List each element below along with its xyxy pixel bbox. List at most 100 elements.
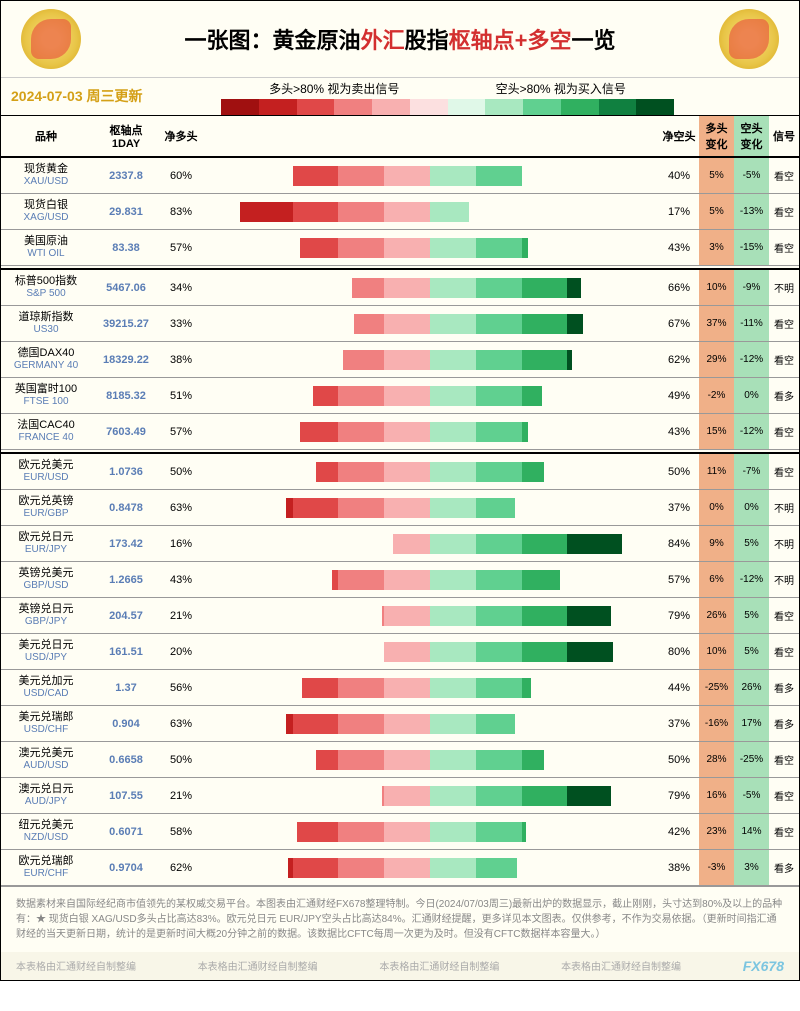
row-short: 80% — [659, 646, 699, 658]
row-long: 43% — [161, 574, 201, 586]
column-headers: 品种 枢轴点 1DAY 净多头 净空头 多头变化 空头变化 信号 — [1, 116, 799, 158]
row-bar-chart — [201, 202, 659, 222]
row-bar-chart — [201, 422, 659, 442]
row-shortchg: 5% — [734, 598, 769, 633]
row-name: 澳元兑日元AUD/JPY — [1, 783, 91, 808]
footer-bottom: 本表格由汇通财经自制整编 本表格由汇通财经自制整编 本表格由汇通财经自制整编 本… — [1, 952, 799, 980]
row-short: 37% — [659, 718, 699, 730]
col-signal: 信号 — [769, 124, 799, 148]
table-row: 德国DAX40GERMANY 4018329.2238%62%29%-12%看空 — [1, 342, 799, 378]
row-pivot: 0.6071 — [91, 826, 161, 838]
row-longchg: 23% — [699, 814, 734, 849]
row-signal: 看多 — [769, 680, 799, 695]
table-row: 现货黄金XAU/USD2337.860%40%5%-5%看空 — [1, 158, 799, 194]
row-short: 40% — [659, 170, 699, 182]
row-long: 21% — [161, 610, 201, 622]
row-long: 34% — [161, 282, 201, 294]
row-short: 67% — [659, 318, 699, 330]
row-name: 英镑兑美元GBP/USD — [1, 567, 91, 592]
row-name: 现货黄金XAU/USD — [1, 163, 91, 188]
row-bar-chart — [201, 314, 659, 334]
row-bar-chart — [201, 278, 659, 298]
row-signal: 看多 — [769, 716, 799, 731]
row-short: 44% — [659, 682, 699, 694]
row-long: 50% — [161, 466, 201, 478]
row-longchg: 5% — [699, 194, 734, 229]
row-shortchg: 17% — [734, 706, 769, 741]
row-name: 道琼斯指数US30 — [1, 311, 91, 336]
row-long: 62% — [161, 862, 201, 874]
row-short: 43% — [659, 426, 699, 438]
sub-header: 2024-07-03 周三更新 多头>80% 视为卖出信号 空头>80% 视为买… — [1, 78, 799, 116]
row-long: 57% — [161, 426, 201, 438]
row-pivot: 8185.32 — [91, 390, 161, 402]
row-long: 21% — [161, 790, 201, 802]
table-row: 欧元兑美元EUR/USD1.073650%50%11%-7%看空 — [1, 454, 799, 490]
row-shortchg: 26% — [734, 670, 769, 705]
row-pivot: 0.904 — [91, 718, 161, 730]
row-name: 美元兑瑞郎USD/CHF — [1, 711, 91, 736]
col-shortchg: 空头变化 — [734, 116, 769, 156]
row-bar-chart — [201, 678, 659, 698]
row-long: 57% — [161, 242, 201, 254]
fx-brand: FX678 — [743, 958, 784, 974]
row-name: 澳元兑美元AUD/USD — [1, 747, 91, 772]
row-pivot: 107.55 — [91, 790, 161, 802]
row-name: 德国DAX40GERMANY 40 — [1, 347, 91, 372]
row-signal: 看空 — [769, 316, 799, 331]
row-longchg: 15% — [699, 414, 734, 449]
row-shortchg: -7% — [734, 454, 769, 489]
row-pivot: 1.0736 — [91, 466, 161, 478]
row-shortchg: -11% — [734, 306, 769, 341]
row-pivot: 1.2665 — [91, 574, 161, 586]
row-pivot: 7603.49 — [91, 426, 161, 438]
row-short: 57% — [659, 574, 699, 586]
table-row: 英镑兑美元GBP/USD1.266543%57%6%-12%不明 — [1, 562, 799, 598]
row-shortchg: 0% — [734, 378, 769, 413]
row-signal: 看空 — [769, 608, 799, 623]
row-pivot: 1.37 — [91, 682, 161, 694]
row-shortchg: -5% — [734, 778, 769, 813]
row-short: 84% — [659, 538, 699, 550]
row-short: 38% — [659, 862, 699, 874]
main-container: 一张图：黄金原油外汇股指枢轴点+多空一览 2024-07-03 周三更新 多头>… — [0, 0, 800, 981]
row-pivot: 83.38 — [91, 242, 161, 254]
table-row: 标普500指数S&P 5005467.0634%66%10%-9%不明 — [1, 270, 799, 306]
row-bar-chart — [201, 570, 659, 590]
row-longchg: 26% — [699, 598, 734, 633]
row-pivot: 2337.8 — [91, 170, 161, 182]
row-shortchg: -13% — [734, 194, 769, 229]
row-bar-chart — [201, 858, 659, 878]
row-short: 49% — [659, 390, 699, 402]
col-short: 净空头 — [659, 124, 699, 148]
row-name: 美国原油WTI OIL — [1, 235, 91, 260]
row-shortchg: -5% — [734, 158, 769, 193]
row-signal: 看空 — [769, 644, 799, 659]
row-name: 欧元兑日元EUR/JPY — [1, 531, 91, 556]
table-row: 道琼斯指数US3039215.2733%67%37%-11%看空 — [1, 306, 799, 342]
row-signal: 看多 — [769, 388, 799, 403]
row-longchg: -2% — [699, 378, 734, 413]
row-signal: 看空 — [769, 752, 799, 767]
row-signal: 看空 — [769, 424, 799, 439]
row-name: 欧元兑美元EUR/USD — [1, 459, 91, 484]
row-pivot: 0.6658 — [91, 754, 161, 766]
row-longchg: 28% — [699, 742, 734, 777]
gradient-bar — [221, 99, 674, 115]
row-signal: 不明 — [769, 536, 799, 551]
row-longchg: 10% — [699, 270, 734, 305]
row-longchg: 6% — [699, 562, 734, 597]
row-shortchg: 14% — [734, 814, 769, 849]
table-row: 英国富时100FTSE 1008185.3251%49%-2%0%看多 — [1, 378, 799, 414]
row-long: 56% — [161, 682, 201, 694]
row-signal: 看空 — [769, 168, 799, 183]
row-shortchg: 5% — [734, 526, 769, 561]
col-name: 品种 — [1, 124, 91, 148]
legend-long-label: 多头>80% 视为卖出信号 — [269, 80, 399, 97]
table-row: 美元兑加元USD/CAD1.3756%44%-25%26%看多 — [1, 670, 799, 706]
row-longchg: 5% — [699, 158, 734, 193]
row-pivot: 5467.06 — [91, 282, 161, 294]
row-short: 17% — [659, 206, 699, 218]
row-bar-chart — [201, 534, 659, 554]
row-signal: 看空 — [769, 824, 799, 839]
